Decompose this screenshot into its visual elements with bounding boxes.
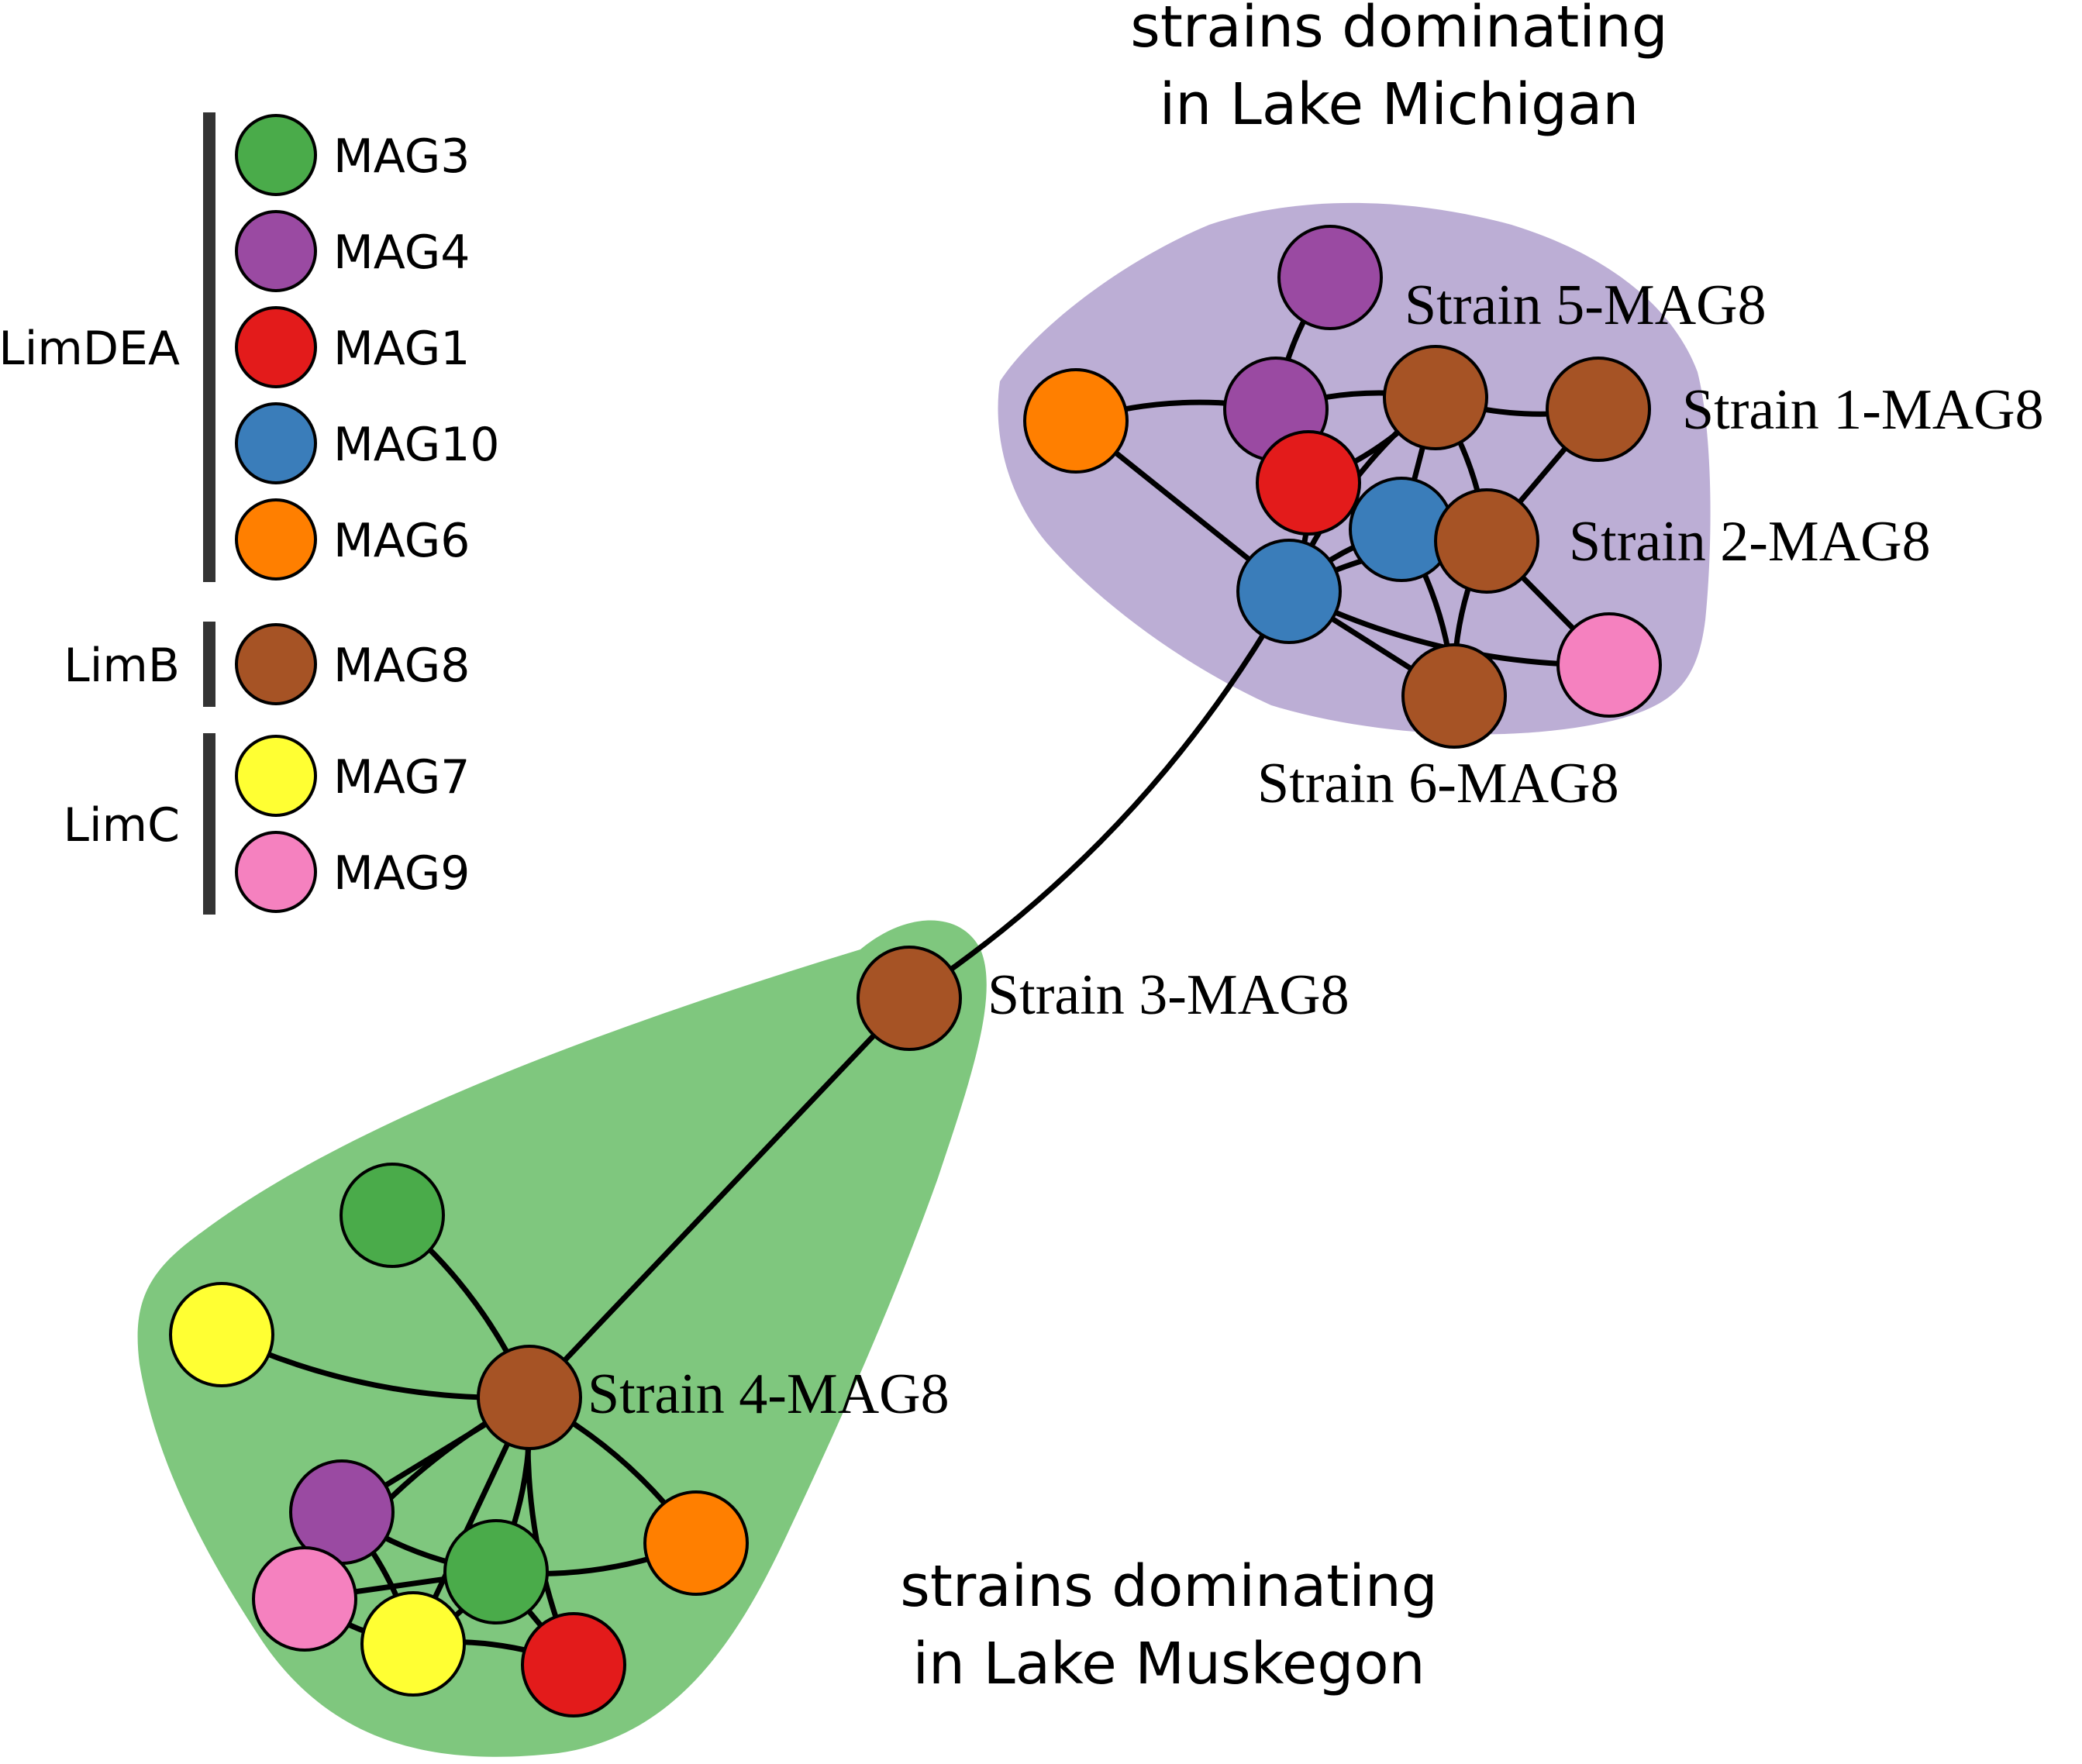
node-m_orange xyxy=(1023,368,1129,474)
legend-group-bar-LimDEA xyxy=(203,112,215,582)
edge-strain3-strain4 xyxy=(527,996,912,1400)
legend-swatch-MAG8 xyxy=(235,623,317,705)
node-k_green_bot xyxy=(443,1519,549,1624)
node-m_blue_b xyxy=(1236,539,1342,644)
legend-label-MAG3: MAG3 xyxy=(333,129,470,184)
legend-swatch-MAG4 xyxy=(235,210,317,292)
label-strain4: Strain 4-MAG8 xyxy=(588,1363,950,1426)
nodes-layer xyxy=(169,225,1662,1717)
node-k_orange xyxy=(643,1490,749,1596)
legend-label-MAG8: MAG8 xyxy=(333,639,470,693)
legend-label-MAG4: MAG4 xyxy=(333,226,470,280)
node-k_yellow_bot xyxy=(360,1591,466,1697)
label-strain3: Strain 3-MAG8 xyxy=(988,963,1350,1027)
node-strain2 xyxy=(1434,488,1539,594)
muskegon-caption-line1: strains dominating xyxy=(900,1553,1437,1620)
legend-group-bar-LimC xyxy=(203,733,215,915)
labels-layer: Strain 5-MAG8 Strain 1-MAG8 Strain 2-MAG8 S… xyxy=(588,274,2044,1426)
node-m_pink xyxy=(1556,612,1662,718)
node-k_green_top xyxy=(340,1163,445,1268)
legend: MAG3 MAG4 MAG1 MAG10 MAG6 LimDEA MAG8 LimB MAG7 M… xyxy=(0,112,500,915)
michigan-caption-line2: in Lake Michigan xyxy=(1160,71,1639,138)
muskegon-caption-line2: in Lake Muskegon xyxy=(912,1631,1425,1697)
label-strain2: Strain 2-MAG8 xyxy=(1569,510,1931,574)
legend-label-MAG10: MAG10 xyxy=(333,418,500,472)
node-strain5 xyxy=(1383,345,1488,450)
node-m_purple_top xyxy=(1277,225,1383,330)
node-strain1 xyxy=(1546,357,1651,462)
legend-swatch-MAG10 xyxy=(235,402,317,484)
legend-swatch-MAG9 xyxy=(235,831,317,913)
legend-swatch-MAG7 xyxy=(235,735,317,817)
legend-swatch-MAG1 xyxy=(235,306,317,388)
label-strain6: Strain 6-MAG8 xyxy=(1257,752,1619,815)
node-m_red xyxy=(1256,430,1361,536)
legend-swatch-MAG6 xyxy=(235,498,317,581)
node-strain3 xyxy=(857,946,962,1051)
legend-label-MAG7: MAG7 xyxy=(333,750,470,804)
legend-label-MAG9: MAG9 xyxy=(333,846,470,901)
legend-label-MAG1: MAG1 xyxy=(333,322,470,376)
label-strain5: Strain 5-MAG8 xyxy=(1405,274,1767,337)
michigan-caption-line1: strains dominating xyxy=(1130,0,1667,60)
node-strain4 xyxy=(477,1345,582,1450)
legend-group-label-LimDEA: LimDEA xyxy=(0,322,180,376)
node-strain6 xyxy=(1401,643,1507,749)
legend-group-label-LimB: LimB xyxy=(64,639,180,693)
legend-label-MAG6: MAG6 xyxy=(333,514,470,568)
legend-group-label-LimC: LimC xyxy=(64,798,180,853)
node-k_yellow_left xyxy=(169,1282,274,1387)
label-strain1: Strain 1-MAG8 xyxy=(1682,378,2044,442)
legend-group-bar-LimB xyxy=(203,622,215,707)
node-k_pink xyxy=(252,1546,357,1652)
legend-swatch-MAG3 xyxy=(235,114,317,196)
node-k_red xyxy=(521,1612,626,1717)
edge-m_blue_b-strain3 xyxy=(908,590,1292,1001)
